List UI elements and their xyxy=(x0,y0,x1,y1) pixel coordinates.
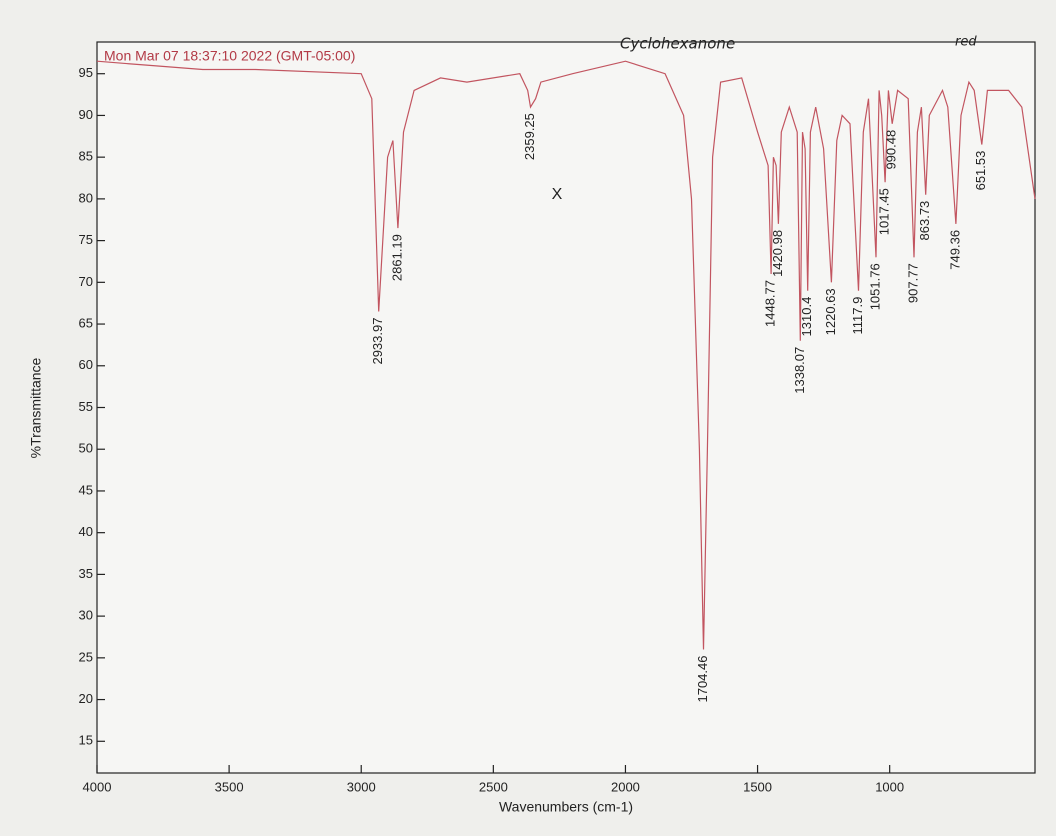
y-tick-label: 75 xyxy=(79,232,93,247)
x-tick-label: 3000 xyxy=(347,779,376,794)
peak-label: 651.53 xyxy=(973,151,988,191)
y-tick-label: 95 xyxy=(79,65,93,80)
peak-label: 863.73 xyxy=(917,201,932,241)
y-tick-label: 30 xyxy=(79,608,93,623)
y-tick-label: 15 xyxy=(79,733,93,748)
handwritten-note: red xyxy=(955,35,977,50)
peak-label: 1448.77 xyxy=(763,280,778,327)
cross-mark: X xyxy=(552,186,563,203)
y-tick-label: 20 xyxy=(79,691,93,706)
y-tick-label: 55 xyxy=(79,399,93,414)
peak-label: 2359.25 xyxy=(522,113,537,160)
peak-label: 1704.46 xyxy=(695,655,710,702)
x-tick-label: 1500 xyxy=(743,779,772,794)
y-tick-label: 65 xyxy=(79,315,93,330)
y-tick-label: 45 xyxy=(79,482,93,497)
peak-label: 907.77 xyxy=(905,263,920,303)
peak-label: 1220.63 xyxy=(823,288,838,335)
x-tick-label: 1000 xyxy=(875,779,904,794)
x-tick-label: 2500 xyxy=(479,779,508,794)
x-axis-label: Wavenumbers (cm-1) xyxy=(499,799,633,815)
y-tick-label: 85 xyxy=(79,149,93,164)
y-tick-label: 25 xyxy=(79,649,93,664)
peak-label: 1051.76 xyxy=(867,263,882,310)
x-tick-label: 4000 xyxy=(83,779,112,794)
peak-label: 1338.07 xyxy=(792,347,807,394)
x-tick-label: 2000 xyxy=(611,779,640,794)
peak-label: 1310.4 xyxy=(799,297,814,337)
peak-label: 1420.98 xyxy=(770,230,785,277)
plot-area xyxy=(96,41,1036,774)
peak-label: 2861.19 xyxy=(389,234,404,281)
peak-label: 2933.97 xyxy=(370,318,385,365)
handwritten-title: Cyclohexanone xyxy=(620,35,735,53)
timestamp: Mon Mar 07 18:37:10 2022 (GMT-05:00) xyxy=(104,48,355,64)
y-tick-label: 35 xyxy=(79,566,93,581)
y-tick-label: 80 xyxy=(79,190,93,205)
y-tick-label: 90 xyxy=(79,107,93,122)
y-axis-label: %Transmittance xyxy=(28,357,44,458)
y-tick-label: 40 xyxy=(79,524,93,539)
peak-label: 990.48 xyxy=(884,130,899,170)
spectrum-line xyxy=(96,60,1036,650)
peak-label: 1117.9 xyxy=(850,297,865,335)
x-tick-label: 3500 xyxy=(215,779,244,794)
y-tick-label: 50 xyxy=(79,441,93,456)
y-tick-label: 70 xyxy=(79,274,93,289)
y-tick-label: 60 xyxy=(79,357,93,372)
peak-label: 1017.45 xyxy=(877,188,892,235)
peak-label: 749.36 xyxy=(947,230,962,270)
